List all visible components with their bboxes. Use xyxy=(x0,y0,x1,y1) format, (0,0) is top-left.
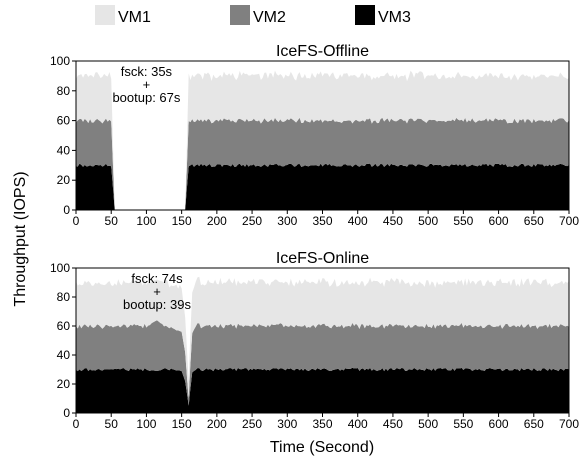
area-vm1 xyxy=(76,276,569,399)
x-tick-label: 450 xyxy=(383,417,403,431)
x-tick-label: 250 xyxy=(242,417,262,431)
x-tick-label: 100 xyxy=(136,417,156,431)
legend-label: VM3 xyxy=(378,9,411,26)
annotation-line: fsck: 35s xyxy=(121,64,173,79)
annotation-line: bootup: 39s xyxy=(123,297,191,312)
area-vm2 xyxy=(76,117,569,210)
x-tick-label: 600 xyxy=(489,214,509,228)
panel-2: 0 50 100 150 200 250 300 350 400 450 500 550 600 650 7… xyxy=(50,250,579,431)
x-tick-label: 500 xyxy=(418,214,438,228)
y-tick-label: 0 xyxy=(63,406,70,420)
x-tick-label: 300 xyxy=(277,417,297,431)
y-tick-label: 60 xyxy=(57,114,71,128)
x-tick-label: 450 xyxy=(383,214,403,228)
y-tick-label: 0 xyxy=(63,203,70,217)
x-tick-label: 350 xyxy=(312,214,332,228)
x-tick-label: 100 xyxy=(136,214,156,228)
y-tick-label: 40 xyxy=(57,143,71,157)
x-tick-label: 550 xyxy=(453,214,473,228)
x-tick-label: 500 xyxy=(418,417,438,431)
area-vm3 xyxy=(76,367,569,413)
y-tick-label: 80 xyxy=(57,290,71,304)
annotation-line: + xyxy=(153,284,161,299)
x-tick-label: 650 xyxy=(524,214,544,228)
chart-panels: 0 50 100 150 200 250 300 350 400 450 500 550 600 650 7… xyxy=(50,43,579,431)
area-vm1 xyxy=(76,70,569,210)
annotation-line: + xyxy=(143,77,151,92)
area-vm3 xyxy=(76,163,569,210)
x-tick-label: 400 xyxy=(348,214,368,228)
legend-swatch xyxy=(95,5,115,25)
panel-1: 0 50 100 150 200 250 300 350 400 450 500 550 600 650 7… xyxy=(50,43,579,228)
x-tick-label: 50 xyxy=(105,417,119,431)
x-tick-label: 150 xyxy=(172,214,192,228)
panel-title: IceFS-Online xyxy=(276,250,369,267)
x-tick-label: 200 xyxy=(207,417,227,431)
y-tick-label: 100 xyxy=(50,261,70,275)
y-axis-label: Throughput (IOPS) xyxy=(12,171,29,306)
y-tick-label: 20 xyxy=(57,173,71,187)
y-tick-label: 60 xyxy=(57,319,71,333)
annotation-line: fsck: 74s xyxy=(131,271,183,286)
x-tick-label: 550 xyxy=(453,417,473,431)
x-tick-label: 600 xyxy=(489,417,509,431)
x-tick-label: 300 xyxy=(277,214,297,228)
legend-item-vm1: VM1 xyxy=(95,5,151,26)
x-tick-label: 50 xyxy=(105,214,119,228)
x-tick-label: 150 xyxy=(172,417,192,431)
y-tick-label: 40 xyxy=(57,348,71,362)
y-tick-label: 80 xyxy=(57,84,71,98)
legend: VM1 VM2 VM3 xyxy=(95,5,411,26)
x-axis-label: Time (Second) xyxy=(270,439,374,456)
x-tick-label: 400 xyxy=(348,417,368,431)
x-tick-label: 0 xyxy=(73,214,80,228)
area-vm2 xyxy=(76,320,569,406)
annotation-line: bootup: 67s xyxy=(112,90,180,105)
legend-item-vm3: VM3 xyxy=(355,5,411,26)
panel-title: IceFS-Offline xyxy=(276,43,369,60)
annotation: fsck: 35s+bootup: 67s xyxy=(112,64,180,105)
legend-swatch xyxy=(355,5,375,25)
y-tick-label: 100 xyxy=(50,54,70,68)
legend-label: VM1 xyxy=(118,9,151,26)
x-tick-label: 700 xyxy=(559,417,579,431)
x-tick-label: 200 xyxy=(207,214,227,228)
x-tick-label: 650 xyxy=(524,417,544,431)
x-tick-label: 0 xyxy=(73,417,80,431)
x-tick-label: 250 xyxy=(242,214,262,228)
y-tick-label: 20 xyxy=(57,377,71,391)
x-tick-label: 350 xyxy=(312,417,332,431)
legend-swatch xyxy=(230,5,250,25)
annotation: fsck: 74s+bootup: 39s xyxy=(123,271,191,312)
legend-item-vm2: VM2 xyxy=(230,5,286,26)
legend-label: VM2 xyxy=(253,9,286,26)
x-tick-label: 700 xyxy=(559,214,579,228)
